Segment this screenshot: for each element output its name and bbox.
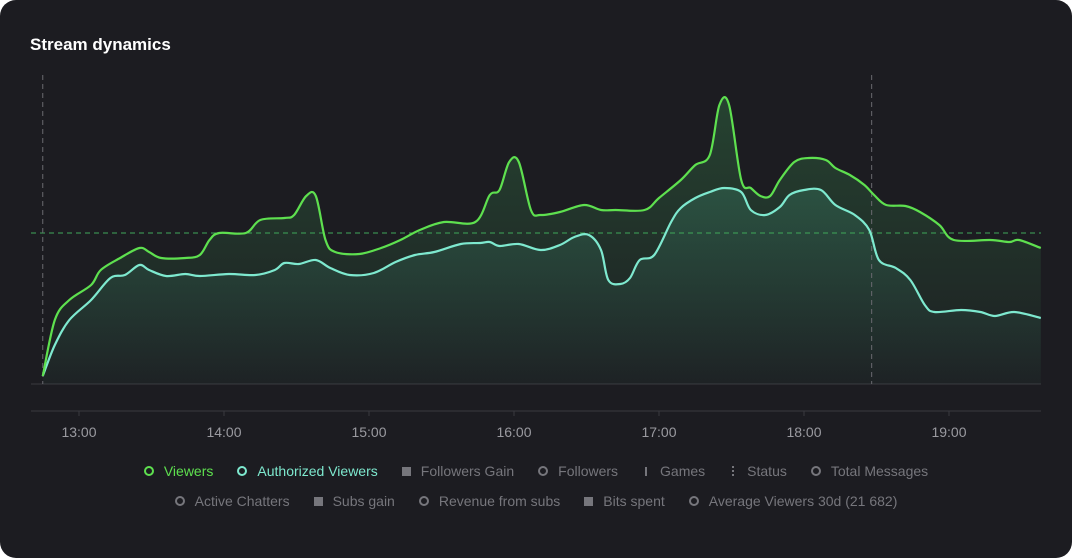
x-tick-label: 15:00	[351, 424, 386, 440]
legend-label: Average Viewers 30d (21 682)	[708, 493, 898, 509]
legend-item-authorized-viewers[interactable]: Authorized Viewers	[237, 463, 378, 479]
dots-icon	[732, 466, 735, 476]
legend-label: Authorized Viewers	[257, 463, 378, 479]
ring-icon	[810, 466, 821, 476]
legend-item-subs-gain[interactable]: Subs gain	[313, 493, 395, 509]
x-tick-label: 14:00	[206, 424, 241, 440]
legend-item-bits-spent[interactable]: Bits spent	[584, 493, 665, 509]
ring-icon	[418, 496, 429, 506]
square-icon	[401, 466, 411, 476]
series-area-authorized-viewers	[42, 188, 1041, 384]
bar-icon	[645, 466, 648, 476]
ring-icon	[237, 466, 248, 476]
legend-item-games[interactable]: Games	[642, 463, 705, 479]
legend-item-status[interactable]: Status	[729, 463, 787, 479]
square-icon	[313, 496, 323, 506]
legend-item-active-chatters[interactable]: Active Chatters	[174, 493, 290, 509]
legend-label: Games	[660, 463, 706, 479]
series-line-authorized-viewers	[41, 186, 1042, 377]
legend-item-viewers[interactable]: Viewers	[143, 463, 214, 479]
card-title: Stream dynamics	[30, 35, 171, 54]
legend-label: Revenue from subs	[438, 493, 561, 509]
legend-label: Status	[747, 463, 787, 479]
legend-label: Viewers	[163, 463, 214, 479]
legend-label: Subs gain	[332, 493, 395, 509]
legend-item-followers-gain[interactable]: Followers Gain	[401, 463, 515, 479]
ring-icon	[143, 466, 154, 476]
ring-icon	[688, 496, 699, 506]
legend-row-2: Active Chatters Subs gain Revenue from sub…	[0, 493, 1072, 509]
legend-item-revenue-from-subs[interactable]: Revenue from subs	[418, 493, 561, 509]
x-tick-label: 13:00	[61, 424, 96, 440]
legend-item-average-viewers-30d-21-682[interactable]: Average Viewers 30d (21 682)	[688, 493, 898, 509]
x-tick-label: 16:00	[496, 424, 531, 440]
legend-label: Followers Gain	[420, 463, 515, 479]
series-line-viewers	[41, 96, 1042, 377]
x-tick-label: 19:00	[931, 424, 966, 440]
x-tick-label: 17:00	[641, 424, 676, 440]
legend-label: Bits spent	[603, 493, 665, 509]
legend-label: Total Messages	[830, 463, 929, 479]
ring-icon	[538, 466, 549, 476]
ring-icon	[174, 496, 185, 506]
x-tick-label: 18:00	[786, 424, 821, 440]
legend-label: Active Chatters	[194, 493, 290, 509]
legend-item-followers[interactable]: Followers	[538, 463, 618, 479]
legend-item-total-messages[interactable]: Total Messages	[810, 463, 929, 479]
square-icon	[584, 496, 594, 506]
legend-label: Followers	[558, 463, 619, 479]
stream-dynamics-chart: 13:00 14:00 15:00 16:00 17:00 18:00 19:00	[31, 75, 1042, 440]
legend-row-1: Viewers Authorized Viewers Followers Gain F…	[0, 463, 1072, 479]
